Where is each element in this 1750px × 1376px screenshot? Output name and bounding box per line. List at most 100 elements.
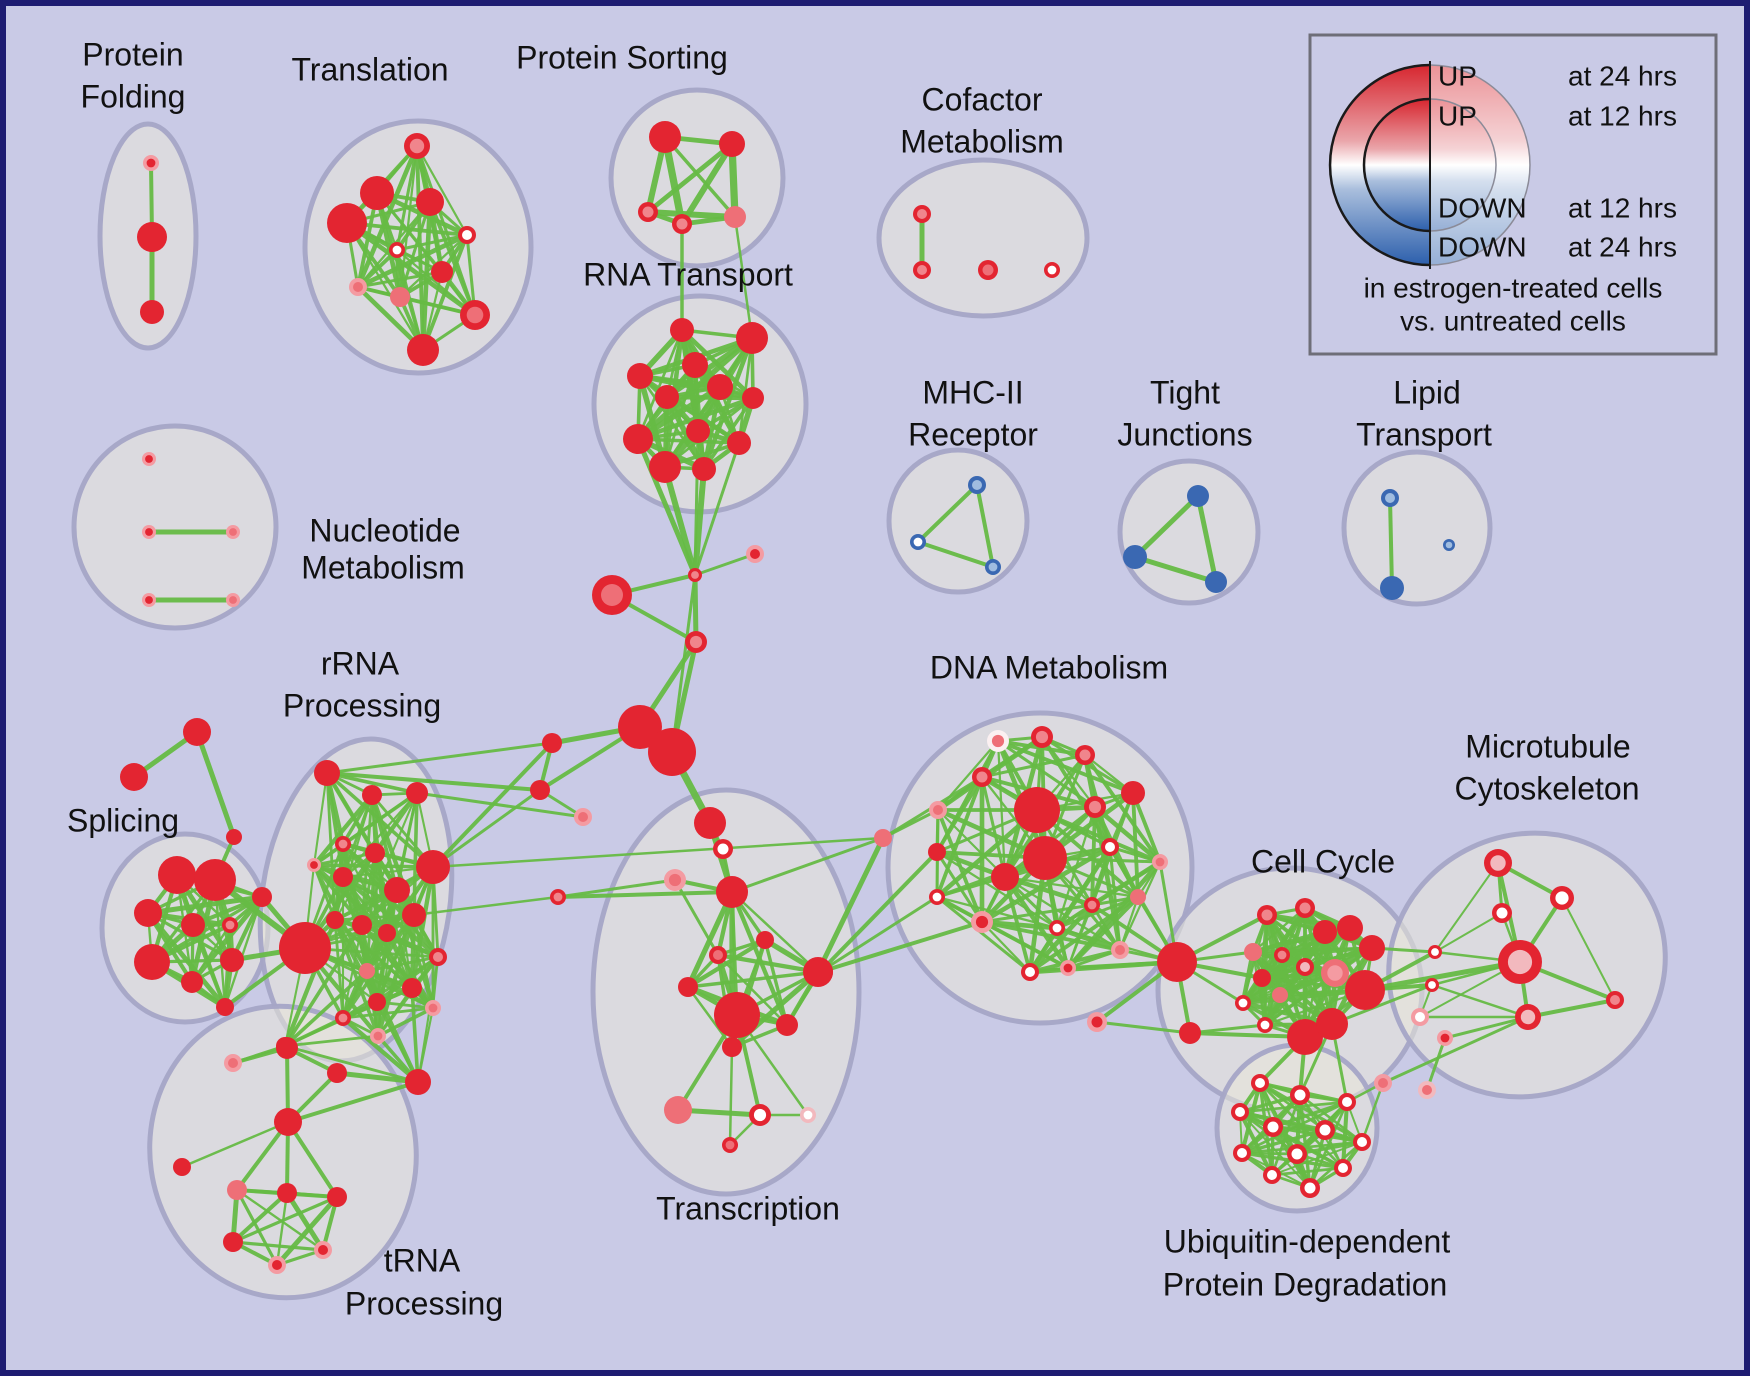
node-n3 [226, 525, 240, 539]
node-tn6 [173, 1158, 191, 1176]
node-inner [466, 306, 484, 324]
edge [1295, 1140, 1364, 1156]
edge [763, 938, 789, 1027]
node-j2 [746, 545, 764, 563]
node-ccB [1295, 898, 1315, 918]
edge [223, 895, 264, 1009]
edge [679, 141, 735, 227]
node-ccC [1313, 920, 1337, 944]
node-inner [225, 920, 235, 930]
edge [1066, 948, 1122, 970]
node-mt9 [1606, 991, 1624, 1009]
node-inner [229, 596, 237, 604]
node-outer [1244, 943, 1262, 961]
node-m2 [910, 534, 926, 550]
node-sp9 [181, 971, 203, 993]
edge [1095, 1020, 1192, 1035]
node-inner [1610, 995, 1620, 1005]
legend-direction-label: DOWN [1438, 231, 1527, 262]
legend-direction-label: DOWN [1438, 192, 1527, 223]
legend-direction-label: UP [1438, 60, 1477, 91]
edge [275, 1191, 289, 1267]
edge [1330, 983, 1434, 1026]
node-inner [1235, 1107, 1245, 1117]
node-inner [917, 209, 927, 219]
node-r10 [326, 911, 344, 929]
edge [283, 1034, 380, 1048]
node-trM [749, 1104, 771, 1126]
node-s2 [120, 763, 148, 791]
node-outer [682, 352, 708, 378]
node-outer [727, 431, 751, 455]
node-outer [714, 992, 760, 1038]
node-outer [722, 1037, 742, 1057]
node-x1 [542, 733, 562, 753]
legend-time-label: at 24 hrs [1568, 231, 1677, 262]
node-outer [327, 203, 367, 243]
node-mt8 [1515, 1004, 1541, 1030]
edge [341, 969, 369, 1020]
node-mt10 [1437, 1030, 1453, 1046]
edge [412, 895, 560, 917]
edge [818, 850, 939, 974]
cluster-label: Nucleotide [309, 512, 460, 548]
cluster-label: Microtubule [1465, 728, 1630, 764]
node-rt11 [649, 451, 681, 483]
node-dm14 [1084, 897, 1100, 913]
edge [344, 220, 478, 318]
node-inner [713, 950, 723, 960]
edge [1430, 983, 1530, 1019]
edge [1188, 1031, 1307, 1039]
node-outer [1253, 969, 1271, 987]
edge [286, 1080, 420, 1124]
legend: UP at 24 hrs UP at 12 hrs DOWN at 12 hrs DOWN a… [1308, 33, 1718, 356]
cluster-blob-mhc-ii [886, 447, 1030, 595]
cluster-label: Protein Sorting [516, 39, 728, 75]
node-u3 [1338, 1093, 1356, 1111]
node-inner [310, 861, 318, 869]
node-outer [181, 913, 205, 937]
node-outer [365, 843, 385, 863]
node-j1 [688, 568, 702, 582]
node-outer [1130, 889, 1146, 905]
cluster-label: Metabolism [301, 549, 465, 585]
node-inner [1155, 857, 1165, 867]
edge [980, 903, 1094, 924]
node-dmL [874, 829, 892, 847]
node-r4 [335, 836, 351, 852]
edge [385, 931, 440, 959]
node-inner [1490, 855, 1506, 871]
node-inner [803, 1110, 813, 1120]
node-outer [359, 963, 375, 979]
node-u2 [1290, 1085, 1310, 1105]
node-tn3 [327, 1063, 347, 1083]
node-outer [227, 1180, 247, 1200]
node-dm19 [1111, 941, 1129, 959]
node-outer [406, 782, 428, 804]
node-outer [1272, 987, 1288, 1003]
node-outer [776, 1014, 798, 1036]
node-inner [1079, 749, 1091, 761]
edge [645, 141, 735, 215]
node-u6 [1315, 1120, 1335, 1140]
node-inner [353, 282, 363, 292]
node-outer [719, 131, 745, 157]
edge [637, 373, 756, 401]
edge [1055, 895, 1140, 930]
edge [670, 573, 697, 754]
node-inner [145, 455, 153, 463]
node-dm15 [1130, 889, 1146, 905]
edge [230, 1190, 290, 1245]
node-sp8 [220, 948, 244, 972]
node-outer [1313, 920, 1337, 944]
node-dmB1 [1014, 787, 1060, 833]
node-uX [1374, 1074, 1392, 1092]
node-inner [1261, 909, 1273, 921]
edge [235, 1120, 290, 1192]
edge [365, 865, 435, 973]
node-inner [1255, 1078, 1265, 1088]
cluster-blob-cofactor [876, 157, 1090, 319]
node-inner [689, 635, 703, 649]
edge [1443, 1015, 1530, 1040]
